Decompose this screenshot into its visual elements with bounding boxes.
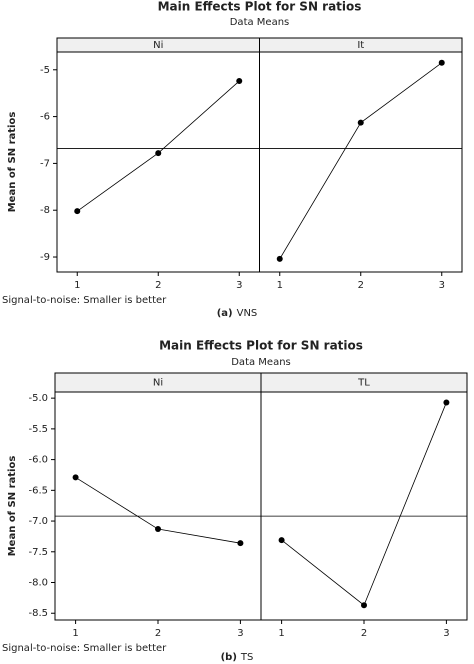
y-tick-label: -6: [40, 112, 50, 123]
effect-point: [155, 150, 162, 157]
caption-text: TS: [240, 652, 253, 663]
y-tick-label: -7: [40, 158, 50, 169]
panel-frame: [260, 391, 468, 621]
effect-point: [361, 602, 367, 609]
effect-point: [278, 537, 285, 544]
effect-line: [281, 402, 447, 606]
caption: (b) TS: [221, 652, 254, 663]
y-tick-label: -5: [40, 65, 50, 76]
y-tick-label: -5.0: [28, 393, 48, 404]
footnote: Signal-to-noise: Smaller is better: [2, 295, 167, 306]
chart-title: Main Effects Plot for SN ratios: [159, 339, 363, 353]
chart-subtitle: Data Means: [231, 357, 291, 368]
effect-point: [72, 474, 79, 481]
panel-frame: [56, 51, 260, 273]
y-tick-label: -8.5: [28, 608, 48, 619]
x-tick-label: 3: [236, 280, 242, 291]
effect-point: [236, 78, 243, 85]
x-tick-label: 1: [277, 280, 283, 291]
effect-point: [438, 59, 445, 66]
chart-title: Main Effects Plot for SN ratios: [158, 0, 362, 14]
panel-label: Ni: [153, 40, 163, 51]
caption: (a) VNS: [217, 308, 258, 319]
panel-frame: [259, 51, 463, 273]
y-tick-label: -5.5: [28, 424, 48, 435]
x-tick-label: 1: [74, 280, 80, 291]
effect-point: [276, 255, 283, 262]
panel-frame: [54, 391, 262, 621]
caption-label: (b): [221, 652, 237, 663]
y-tick-label: -8.0: [28, 578, 48, 589]
y-tick-label: -6.5: [28, 485, 48, 496]
effect-point: [237, 540, 244, 547]
x-tick-label: 3: [443, 628, 449, 639]
caption-text: VNS: [237, 308, 258, 319]
x-tick-label: 2: [155, 628, 161, 639]
panel-label: TL: [357, 378, 370, 389]
x-tick-label: 3: [439, 280, 445, 291]
effect-point: [357, 119, 364, 126]
x-tick-label: 1: [278, 628, 284, 639]
y-axis-label: Mean of SN ratios: [7, 112, 18, 213]
caption-label: (a): [217, 308, 233, 319]
effect-line: [279, 62, 442, 260]
footnote: Signal-to-noise: Smaller is better: [2, 643, 167, 654]
x-tick-label: 1: [72, 628, 78, 639]
effect-line: [77, 80, 240, 212]
y-tick-label: -9: [40, 252, 50, 263]
y-tick-label: -6.0: [28, 455, 48, 466]
y-tick-label: -7.5: [28, 547, 48, 558]
x-tick-label: 2: [155, 280, 161, 291]
panel-label: It: [357, 40, 364, 51]
chart-subtitle: Data Means: [230, 17, 290, 28]
y-axis-label: Mean of SN ratios: [7, 456, 18, 557]
effect-point: [443, 399, 450, 406]
x-tick-label: 2: [361, 628, 367, 639]
effect-point: [155, 526, 161, 533]
y-tick-label: -7.0: [28, 516, 48, 527]
y-tick-label: -8: [40, 205, 50, 216]
effect-line: [75, 477, 241, 544]
x-tick-label: 2: [358, 280, 364, 291]
effect-point: [74, 208, 81, 215]
panel-label: Ni: [153, 378, 163, 389]
x-tick-label: 3: [237, 628, 243, 639]
